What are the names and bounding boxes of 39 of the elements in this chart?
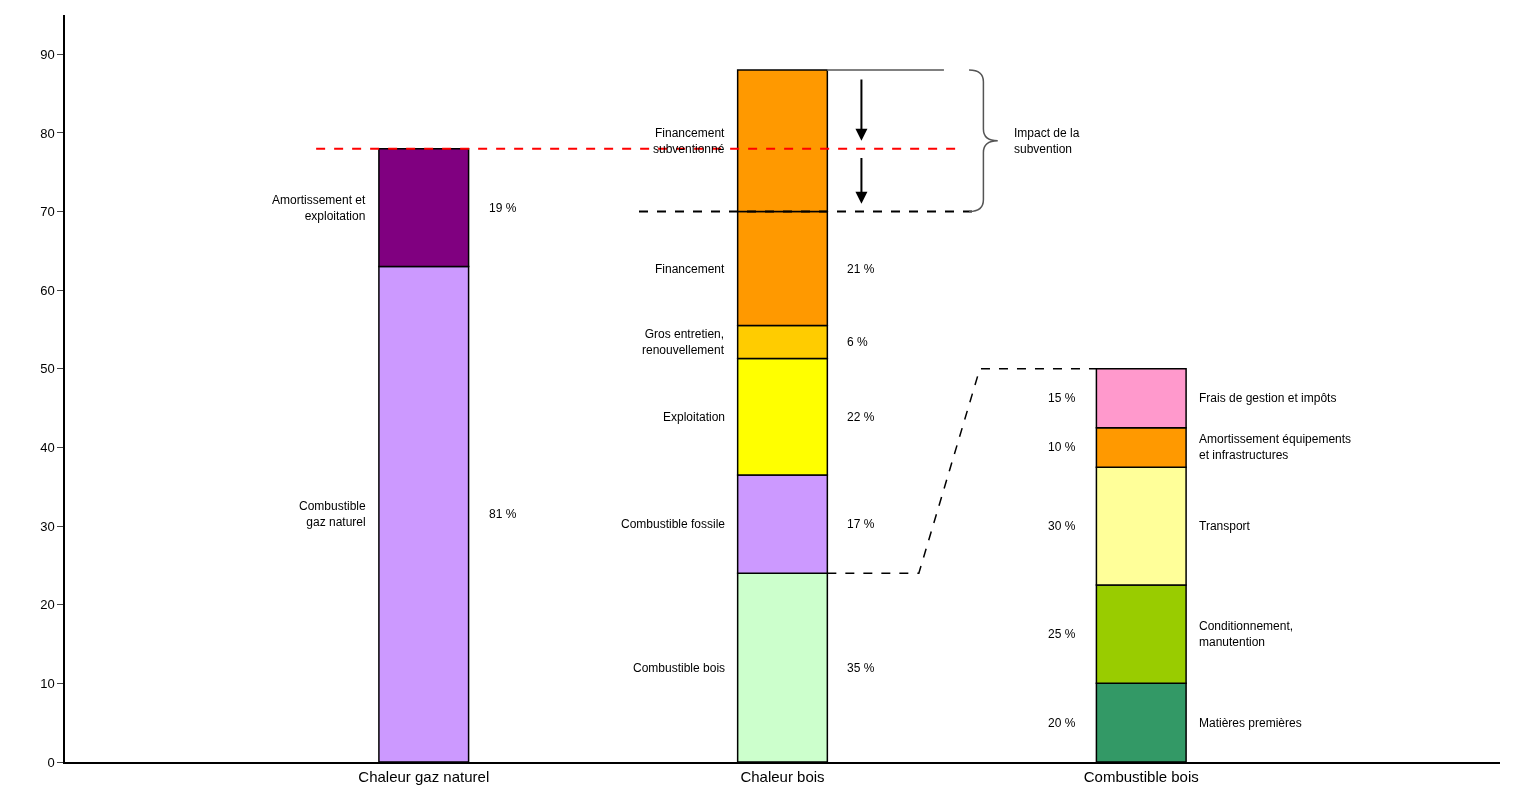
series-label: Conditionnement, manutention	[1199, 619, 1294, 649]
series-label: Matières premières	[1199, 716, 1302, 730]
y-tick-label: 10	[40, 675, 55, 691]
series-label: Combustible gaz naturel	[299, 499, 367, 529]
series-label: Gros entretien, renouvellement	[642, 327, 725, 357]
annotation: 25 %	[1048, 627, 1076, 641]
y-tick-label: 80	[40, 125, 55, 141]
annotation: 10 %	[1048, 440, 1076, 454]
y-tick-label: 30	[40, 518, 55, 534]
series-label: Transport	[1199, 519, 1251, 533]
annotation: 22 %	[847, 410, 875, 424]
annotation: 30 %	[1048, 519, 1076, 533]
annotation: 81 %	[489, 507, 517, 521]
annotation: 6 %	[847, 335, 869, 349]
annotation: 20 %	[1048, 716, 1076, 730]
y-tick-label: 40	[40, 440, 55, 456]
x-tick-label: Combustible bois	[1083, 767, 1199, 785]
series-label: Combustible fossile	[621, 517, 726, 531]
series-label: Amortissement et exploitation	[272, 193, 367, 223]
y-tick-label: 0	[47, 754, 55, 770]
x-tick-label: Chaleur gaz naturel	[358, 767, 490, 785]
annotation: 19 %	[489, 201, 517, 215]
series-label: Combustible bois	[633, 661, 726, 675]
annotation: 15 %	[1048, 391, 1076, 405]
annotation: 17 %	[847, 517, 875, 531]
annotation: Impact de la subvention	[1014, 126, 1080, 156]
series-label: Amortissement équipements et infrastructures	[1199, 432, 1352, 462]
y-tick-label: 50	[40, 361, 55, 377]
series-label: Frais de gestion et impôts	[1199, 391, 1337, 405]
y-tick-label: 70	[40, 204, 55, 220]
series-label: Exploitation	[663, 410, 726, 424]
annotation: 35 %	[847, 661, 875, 675]
y-tick-label: 90	[40, 46, 55, 62]
annotation: 21 %	[847, 262, 875, 276]
series-label: Financement	[655, 262, 726, 276]
y-tick-label: 20	[40, 597, 55, 613]
series-label: Financement subventionné	[653, 126, 726, 156]
x-tick-label: Chaleur bois	[740, 767, 825, 785]
y-tick-label: 60	[40, 282, 55, 298]
